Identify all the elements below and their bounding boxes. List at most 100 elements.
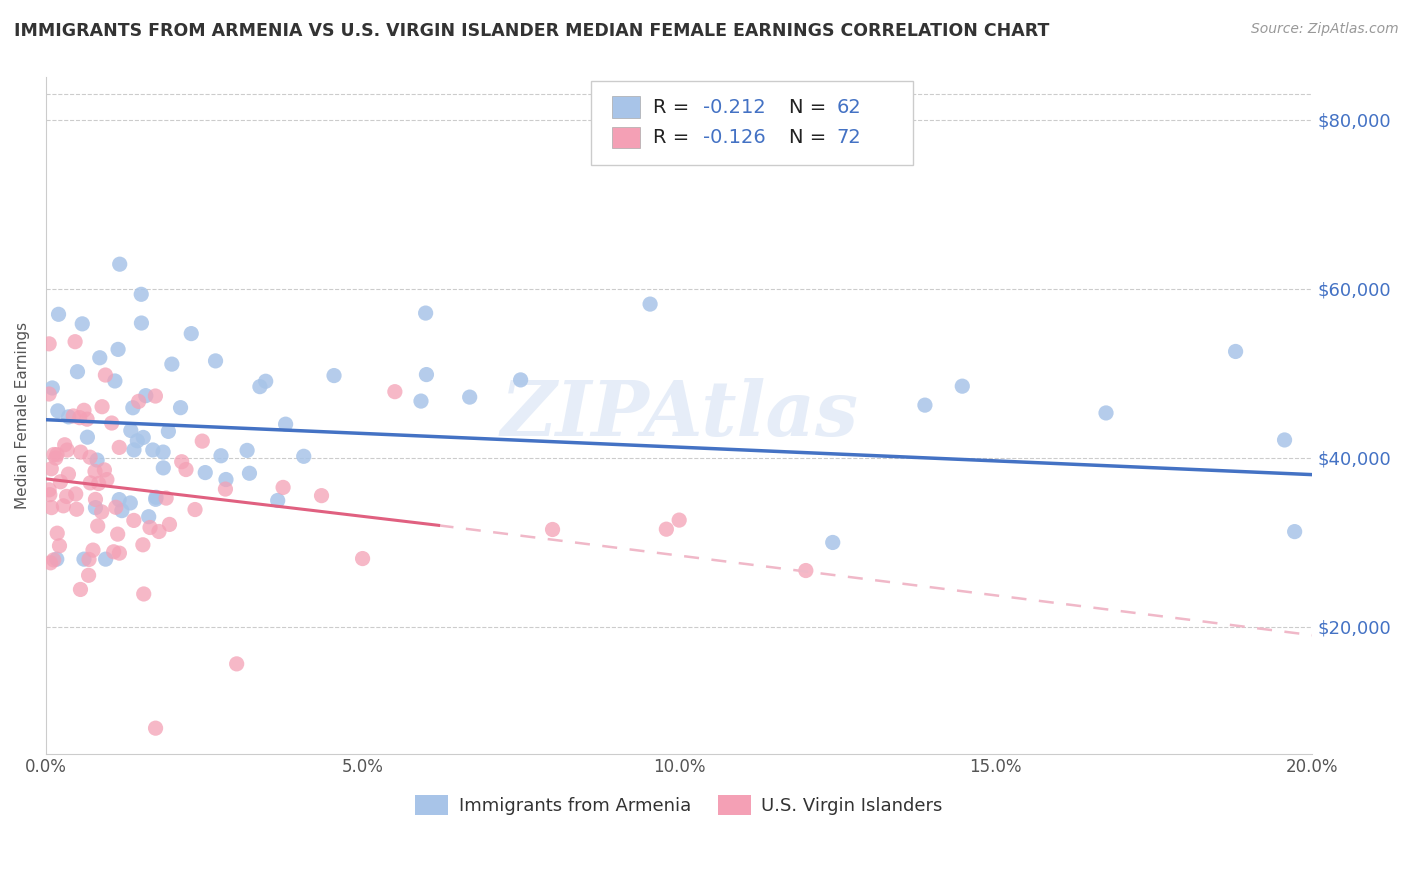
Point (132, 430, 155, 444)
Point (184, 502, 207, 516)
Text: Source: ZipAtlas.com: Source: ZipAtlas.com (1251, 22, 1399, 37)
Point (668, 513, 690, 527)
Point (135, 389, 157, 403)
Point (152, 461, 174, 475)
Point (41, 500, 63, 515)
Point (94, 368, 117, 382)
Point (42, 553, 65, 567)
Point (122, 513, 145, 527)
Text: 72: 72 (837, 128, 860, 147)
Point (108, 546, 131, 560)
Point (107, 527, 129, 541)
Point (96, 473, 118, 487)
Point (79, 450, 101, 465)
Point (139, 520, 162, 534)
Point (1284, 524, 1306, 539)
Point (1225, 344, 1247, 359)
Point (292, 450, 315, 464)
Point (145, 492, 167, 507)
Point (45, 552, 67, 566)
Point (89, 351, 111, 365)
Point (638, 297, 661, 311)
Point (131, 316, 153, 330)
Text: IMMIGRANTS FROM ARMENIA VS U.S. VIRGIN ISLANDER MEDIAN FEMALE EARNINGS CORRELATI: IMMIGRANTS FROM ARMENIA VS U.S. VIRGIN I… (14, 22, 1049, 40)
Point (215, 473, 238, 487)
Point (132, 538, 155, 552)
Point (69, 445, 91, 459)
Point (107, 343, 129, 357)
Point (72, 317, 94, 331)
Point (169, 401, 191, 415)
Text: -0.212: -0.212 (703, 98, 766, 117)
Point (48, 307, 70, 321)
Point (52, 499, 75, 513)
Point (152, 445, 174, 459)
Point (914, 398, 936, 412)
Point (65, 487, 87, 501)
Point (94, 552, 117, 566)
Point (155, 491, 177, 505)
Point (950, 379, 973, 393)
Point (55, 490, 77, 504)
FancyBboxPatch shape (591, 81, 914, 165)
Point (138, 509, 160, 524)
Point (174, 462, 197, 476)
Point (42, 448, 65, 462)
Y-axis label: Median Female Earnings: Median Female Earnings (15, 322, 30, 509)
Point (49, 475, 72, 489)
Point (73, 552, 96, 566)
Point (209, 449, 232, 463)
Point (38, 483, 60, 497)
Text: ZIPAtlas: ZIPAtlas (501, 378, 858, 452)
Point (84, 492, 107, 507)
Point (108, 441, 131, 455)
Point (384, 384, 406, 399)
Point (145, 491, 167, 505)
Point (38, 488, 60, 502)
Point (46, 404, 69, 418)
Text: R =: R = (652, 98, 695, 117)
Point (87, 476, 110, 491)
Point (56, 443, 79, 458)
Point (76, 412, 98, 426)
Point (236, 443, 259, 458)
Point (238, 467, 260, 481)
Point (458, 390, 481, 404)
Point (91, 400, 114, 414)
Point (225, 657, 247, 671)
Point (254, 374, 277, 388)
Point (77, 552, 100, 566)
Point (160, 357, 183, 371)
Point (191, 434, 214, 449)
Point (38, 387, 60, 401)
Point (323, 368, 346, 383)
Point (90, 505, 112, 519)
Point (127, 434, 149, 448)
Text: N =: N = (789, 128, 832, 147)
Point (100, 416, 122, 430)
Point (46, 526, 69, 541)
Point (62, 409, 84, 423)
Point (39, 462, 62, 476)
Point (274, 417, 297, 432)
Point (1274, 433, 1296, 447)
Point (142, 442, 165, 457)
Point (45, 450, 67, 465)
Point (38, 336, 60, 351)
Point (170, 455, 193, 469)
Point (145, 389, 167, 403)
Point (104, 500, 127, 515)
Point (214, 482, 236, 496)
FancyBboxPatch shape (612, 127, 640, 148)
Point (311, 489, 333, 503)
Point (148, 524, 170, 539)
Point (120, 424, 142, 438)
Point (69, 410, 91, 425)
Point (157, 425, 180, 439)
Point (509, 373, 531, 387)
Point (76, 430, 98, 444)
Point (122, 442, 145, 457)
Point (415, 306, 437, 320)
Point (77, 568, 100, 582)
Point (93, 463, 115, 477)
